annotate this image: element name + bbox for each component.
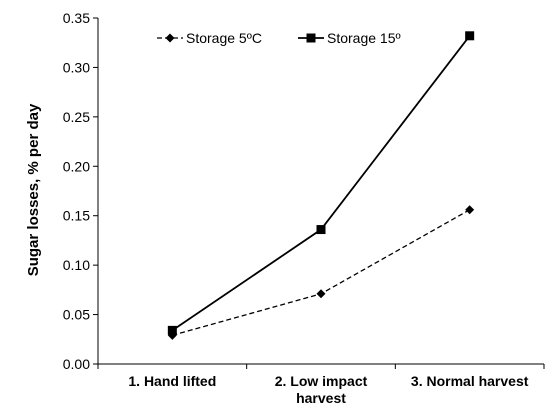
- y-axis-title: Sugar losses, % per day: [25, 103, 42, 276]
- legend-item-2: Storage 15º: [298, 30, 401, 46]
- x-tick-label: 1. Hand lifted: [128, 373, 216, 389]
- series-1: [167, 205, 475, 340]
- series-line: [171, 35, 471, 332]
- axes: 0.00 0.05 0.10 0.15 0.20 0.25 0.30 0.35 1. Hand …: [63, 10, 545, 406]
- y-tick-label: 0.15: [63, 208, 90, 224]
- legend-label: Storage 5ºC: [186, 30, 262, 46]
- data-point: [465, 205, 475, 215]
- y-tick-label: 0.25: [63, 109, 90, 125]
- data-point: [167, 325, 177, 335]
- y-tick-label: 0.30: [63, 59, 90, 75]
- legend-marker: [306, 33, 316, 43]
- legend-label: Storage 15º: [327, 30, 401, 46]
- data-point: [316, 225, 326, 235]
- y-tick-label: 0.35: [63, 10, 90, 26]
- x-tick-label: 2. Low impact harvest: [275, 373, 368, 406]
- y-tick-label: 0.20: [63, 158, 90, 174]
- data-point: [316, 289, 326, 299]
- y-tick-label: 0.00: [63, 356, 90, 372]
- data-point: [465, 31, 475, 41]
- legend: Storage 5ºC Storage 15º: [157, 30, 401, 46]
- legend-marker: [165, 33, 175, 43]
- series-2: [167, 31, 475, 335]
- y-tick-label: 0.10: [63, 257, 90, 273]
- legend-item-1: Storage 5ºC: [157, 30, 262, 46]
- y-tick-label: 0.05: [63, 307, 90, 323]
- x-tick-label: 3. Normal harvest: [411, 373, 529, 389]
- series-layer: [167, 31, 475, 340]
